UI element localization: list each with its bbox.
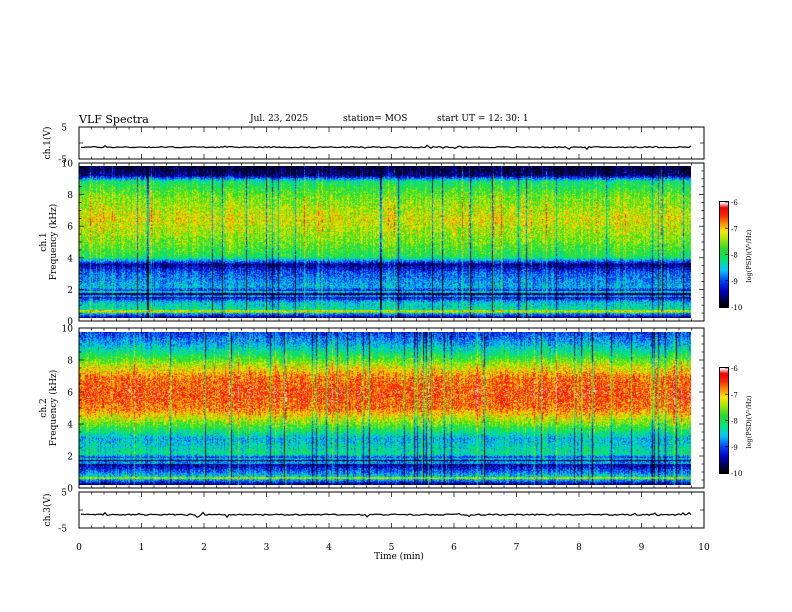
ch2-spec-ytick-label: 4 (67, 421, 73, 431)
ch3-wave-ytick-label: -5 (58, 525, 67, 535)
ch3-wave-ytick-label: 5 (61, 489, 67, 499)
ch1-spec-ytick-label: 6 (67, 223, 73, 233)
ch1-colorbar (719, 201, 729, 308)
ch1-wave-ytick-label: -5 (58, 156, 67, 166)
x-tick-label: 2 (201, 543, 207, 553)
ch1-spec-cbar-tick-label: -7 (731, 225, 738, 233)
ch1-spec-ytick-label: 10 (62, 160, 74, 170)
x-tick-label: 10 (698, 543, 710, 553)
ch2-spec-ylabel-frequency: Frequency (kHz) (48, 370, 59, 447)
ch2-spec-cbar-tick-label: -8 (731, 418, 738, 426)
ch1-wave-trace (80, 144, 692, 151)
x-tick-label: 8 (576, 543, 582, 553)
x-tick-label: 6 (451, 543, 457, 553)
ch1-spec-ytick-label: 0 (67, 318, 73, 328)
ch3-wave-frame (78, 491, 705, 529)
ch1-spec-ylabel-channel: ch.1 (39, 232, 49, 251)
ch1-spec-cbar-tick-label: -8 (731, 252, 738, 260)
ch2-spec-ytick-label: 10 (62, 325, 74, 335)
x-tick-label: 9 (639, 543, 645, 553)
ch1-spec-cbar-label: log(PSD)(V²/Hz) (745, 229, 753, 282)
date-label: Jul. 23, 2025 (250, 114, 309, 124)
ch2-spec-ytick-label: 8 (67, 357, 73, 367)
ch1-wave-ytick-label: 5 (61, 124, 67, 134)
ch2-spec-cbar-tick-label: -6 (731, 365, 738, 373)
ch1-spec-cbar-tick-label: -10 (731, 304, 742, 312)
page-title: VLF Spectra (79, 113, 149, 126)
ch1-wave-ylabel: ch.1(V) (42, 127, 53, 160)
ch1-spec-cbar-tick-label: -9 (731, 278, 738, 286)
ch2-spec-cbar-label: log(PSD)(V²/Hz) (745, 395, 753, 448)
ch1-spec-cbar-tick-label: -6 (731, 199, 738, 207)
ch1-spec-ytick-label: 8 (67, 191, 73, 201)
ch2-spec-cbar-tick-label: -9 (731, 444, 738, 452)
ch2-spec-cbar-tick-label: -7 (731, 391, 738, 399)
ch2-spectrogram-image (79, 332, 691, 485)
ch2-colorbar (719, 367, 729, 474)
x-axis-label: Time (min) (374, 551, 424, 562)
ch1-spec-frame (78, 162, 705, 322)
x-tick-label: 0 (76, 543, 82, 553)
x-tick-label: 1 (139, 543, 145, 553)
ch1-spec-ytick-label: 2 (67, 286, 73, 296)
ch2-spec-frame (78, 327, 705, 489)
ch2-spec-ylabel-channel: ch.2 (39, 398, 49, 417)
x-tick-label: 4 (326, 543, 332, 553)
station-label: station= MOS (343, 114, 408, 124)
ch2-spec-ytick-label: 6 (67, 389, 73, 399)
ch1-spec-ytick-label: 4 (67, 254, 73, 264)
ch3-wave-ylabel: ch.3(V) (42, 494, 53, 527)
ch3-wave-trace (80, 511, 692, 519)
x-tick-label: 3 (264, 543, 270, 553)
x-tick-label: 5 (389, 543, 395, 553)
ch2-spec-cbar-tick-label: -10 (731, 470, 742, 478)
ch1-spec-ylabel-frequency: Frequency (kHz) (48, 204, 59, 281)
x-tick-label: 7 (514, 543, 520, 553)
ch1-spectrogram-image (79, 166, 691, 318)
ch2-spec-ytick-label: 0 (67, 485, 73, 495)
ch2-spec-ytick-label: 2 (67, 453, 73, 463)
start-time-label: start UT = 12: 30: 1 (437, 114, 529, 124)
